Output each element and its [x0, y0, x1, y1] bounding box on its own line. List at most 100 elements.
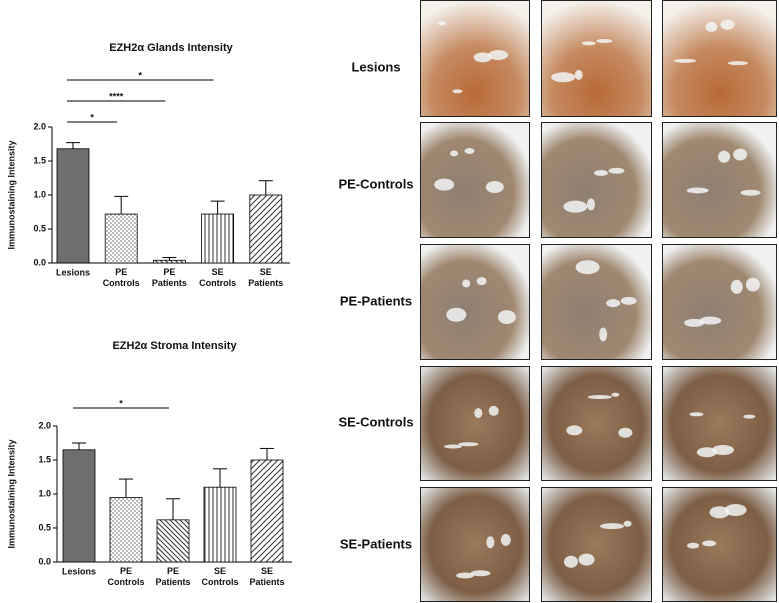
tissue-lumen [462, 279, 471, 288]
chart-title: EZH2α Stroma Intensity [112, 340, 237, 352]
tissue-lumen [476, 277, 487, 286]
chart-title: EZH2α Glands Intensity [109, 42, 233, 54]
tissue-lumen [608, 167, 625, 174]
tissue-lumen [623, 520, 632, 527]
tissue-lumen [497, 310, 516, 325]
micrograph [662, 366, 777, 481]
bar [62, 449, 96, 563]
micrograph [420, 122, 530, 238]
y-axis-label: Immunostaining Intensity [6, 439, 16, 548]
bar [249, 194, 283, 264]
x-tick-label: SE Controls [199, 267, 236, 288]
tissue-lumen [724, 504, 747, 516]
tissue-lumen [586, 198, 595, 211]
micrograph [541, 366, 652, 481]
y-tick-label: 2.0 [38, 420, 51, 430]
micrograph [662, 0, 777, 117]
micrograph [662, 244, 777, 360]
micrograph [420, 487, 530, 602]
bar [203, 486, 237, 563]
row-label: PE-Controls [338, 176, 413, 191]
tissue-lumen [488, 49, 509, 60]
tissue-lumen [578, 553, 595, 566]
micrograph [662, 487, 777, 602]
tissue-lumen [611, 392, 620, 397]
tissue-lumen [600, 523, 625, 530]
bar [104, 213, 138, 264]
tissue-lumen [464, 148, 475, 154]
x-tick-label: Lesions [62, 566, 96, 576]
tissue-lumen [718, 150, 731, 163]
tissue-lumen [606, 299, 621, 308]
y-tick-label: 0.0 [33, 257, 46, 267]
tissue-lumen [581, 41, 596, 46]
y-tick-label: 0.0 [38, 556, 51, 566]
tissue-lumen [452, 89, 463, 94]
x-tick-label: SE Controls [202, 566, 239, 587]
tissue-lumen [593, 170, 608, 177]
tissue-lumen [727, 61, 748, 66]
tissue-lumen [563, 200, 588, 213]
y-tick-label: 2.0 [33, 121, 46, 131]
row-label: SE-Controls [338, 414, 413, 429]
tissue-lumen [473, 52, 492, 63]
tissue-lumen [689, 412, 704, 417]
tissue-lumen [599, 327, 608, 342]
tissue-lumen [696, 447, 717, 458]
tissue-lumen [485, 180, 504, 193]
micrograph [420, 244, 530, 360]
tissue-lumen [446, 307, 467, 322]
x-tick-label: PE Controls [103, 267, 140, 288]
x-tick-label: PE Patients [155, 566, 190, 587]
tissue-lumen [488, 405, 499, 416]
tissue-lumen [705, 21, 718, 32]
tissue-lumen [709, 506, 730, 519]
tissue-lumen [474, 408, 483, 419]
tissue-lumen [450, 150, 459, 157]
micrograph [420, 366, 530, 481]
tissue-lumen [566, 425, 583, 436]
tissue-lumen [720, 19, 735, 30]
tissue-lumen [686, 187, 709, 194]
y-tick-label: 1.0 [33, 189, 46, 199]
tissue-lumen [587, 395, 612, 400]
micrograph [541, 0, 652, 117]
tissue-lumen [500, 533, 511, 546]
tissue-lumen [745, 277, 760, 292]
x-tick-label: PE Patients [152, 267, 187, 288]
bar [250, 459, 284, 563]
y-axis-label: Immunostaining Intensity [6, 140, 16, 249]
tissue-lumen [444, 444, 462, 449]
tissue-lumen [563, 555, 578, 568]
tissue-lumen [674, 58, 696, 63]
x-tick-label: Lesions [56, 267, 90, 277]
significance-label: * [139, 70, 143, 80]
tissue-lumen [470, 570, 491, 577]
bar [109, 496, 143, 563]
x-tick-label: SE Patients [249, 566, 284, 587]
tissue-lumen [730, 279, 743, 294]
bar [152, 259, 186, 264]
bar [156, 519, 190, 563]
tissue-lumen [620, 296, 637, 305]
y-tick-label: 1.5 [33, 155, 46, 165]
row-label: Lesions [351, 59, 400, 74]
significance-label: **** [109, 91, 124, 101]
tissue-lumen [434, 178, 455, 191]
row-label: SE-Patients [340, 536, 412, 551]
micrograph [541, 487, 652, 602]
tissue-lumen [618, 427, 633, 438]
y-tick-label: 1.0 [38, 488, 51, 498]
row-label: PE-Patients [340, 293, 412, 308]
tissue-lumen [438, 21, 446, 26]
tissue-lumen [733, 148, 748, 161]
tissue-lumen [743, 414, 756, 419]
tissue-lumen [551, 72, 576, 83]
x-tick-label: SE Patients [248, 267, 283, 288]
tissue-lumen [699, 316, 722, 325]
tissue-lumen [574, 69, 583, 80]
x-tick-label: PE Controls [108, 566, 145, 587]
tissue-lumen [575, 260, 600, 275]
tissue-lumen [456, 572, 475, 579]
